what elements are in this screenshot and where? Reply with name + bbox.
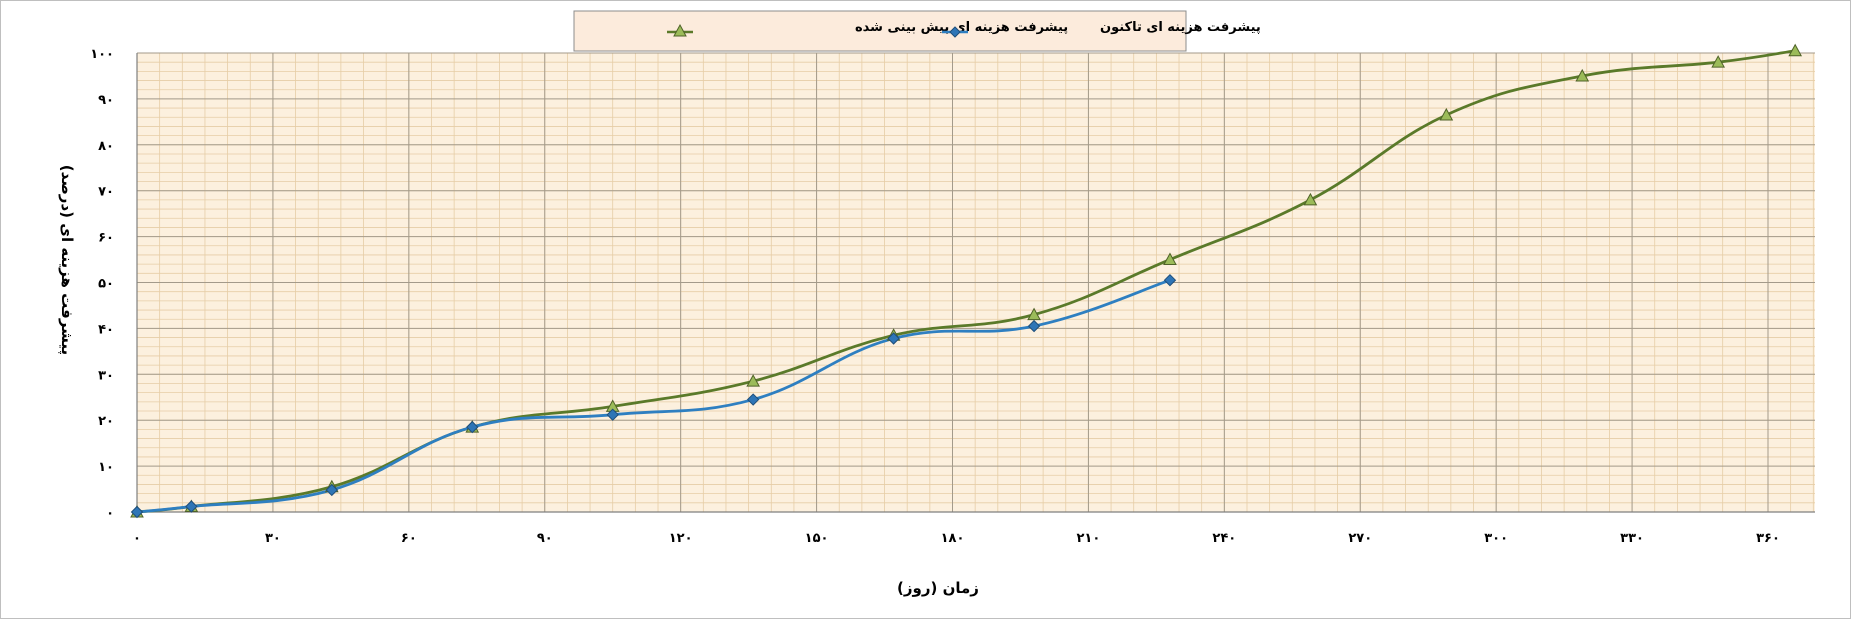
y-tick-label: ۴۰ (98, 322, 114, 337)
y-tick-label: ۷۰ (98, 185, 114, 200)
data-point-forecast (1439, 107, 1454, 121)
data-point-actual (606, 408, 619, 421)
legend: پیشرفت هزینه ای پیش بینی شده پیشرفت هزین… (573, 10, 1261, 52)
series-line-forecast (136, 49, 1796, 514)
data-point-actual (185, 500, 198, 513)
axes (136, 53, 1815, 513)
data-point-forecast (1711, 55, 1726, 68)
x-tick-label: ۲۷۰ (1348, 531, 1372, 546)
data-point-actual (325, 483, 339, 497)
data-point-actual (887, 332, 900, 345)
x-tick-label: ۳۰۰ (1484, 531, 1508, 546)
legend-label-actual: پیشرفت هزینه ای تاکنون (1100, 20, 1261, 35)
series-line-actual (136, 278, 1171, 514)
x-tick-label: ۳۰ (265, 531, 281, 546)
y-axis-title: پیشرفت هزینه ای (درصد) (57, 165, 76, 355)
x-tick-label: ۱۵۰ (805, 531, 829, 546)
data-point-forecast (1027, 307, 1041, 321)
legend-label-forecast: پیشرفت هزینه ای پیش بینی شده (855, 20, 1068, 35)
x-tick-label: ۲۴۰ (1212, 531, 1236, 546)
legend-marker-actual (949, 26, 961, 38)
x-tick-label: ۳۶۰ (1756, 531, 1780, 546)
x-tick-label: ۱۸۰ (941, 531, 965, 546)
data-point-actual (1163, 273, 1177, 287)
x-tick-label: ۱۲۰ (669, 531, 693, 546)
x-axis-tick-labels: ۰ ۳۰ ۶۰ ۹۰ ۱۲۰ ۱۵۰ ۱۸۰ ۲۱۰ ۲۴۰ ۲۷۰ ۳۰۰ ۳۳۰ ۳۶۰ (133, 531, 1780, 546)
x-tick-label: ۶۰ (401, 531, 417, 546)
x-tick-label: ۳۳۰ (1620, 531, 1644, 546)
data-point-actual (746, 393, 760, 406)
y-tick-label: ۰ (106, 506, 114, 521)
data-point-forecast (1303, 192, 1318, 206)
legend-marker-forecast (673, 23, 687, 37)
data-point-forecast (1788, 43, 1803, 57)
series-lines (136, 49, 1796, 514)
y-tick-label: ۳۰ (98, 368, 114, 383)
data-point-actual (1027, 319, 1041, 333)
data-point-actual (466, 420, 479, 434)
y-tick-label: ۲۰ (98, 414, 114, 429)
y-axis-tick-labels: ۰ ۱۰ ۲۰ ۳۰ ۴۰ ۵۰ ۶۰ ۷۰ ۸۰ ۹۰ ۱۰۰ (90, 47, 114, 521)
data-point-forecast (1163, 252, 1177, 266)
x-tick-label: ۰ (133, 531, 141, 546)
series-markers (130, 43, 1803, 519)
y-tick-label: ۸۰ (98, 139, 114, 154)
y-tick-label: ۱۰۰ (90, 47, 114, 62)
y-tick-label: ۱۰ (98, 460, 114, 475)
x-tick-label: ۹۰ (537, 531, 553, 546)
y-tick-label: ۹۰ (98, 93, 114, 108)
x-tick-label: ۲۱۰ (1077, 531, 1101, 546)
y-tick-label: ۶۰ (98, 231, 114, 246)
y-tick-label: ۵۰ (98, 277, 114, 292)
data-point-forecast (746, 374, 760, 387)
data-point-forecast (1575, 68, 1590, 82)
x-axis-title: زمان (روز) (897, 579, 979, 597)
data-point-actual (130, 505, 144, 519)
